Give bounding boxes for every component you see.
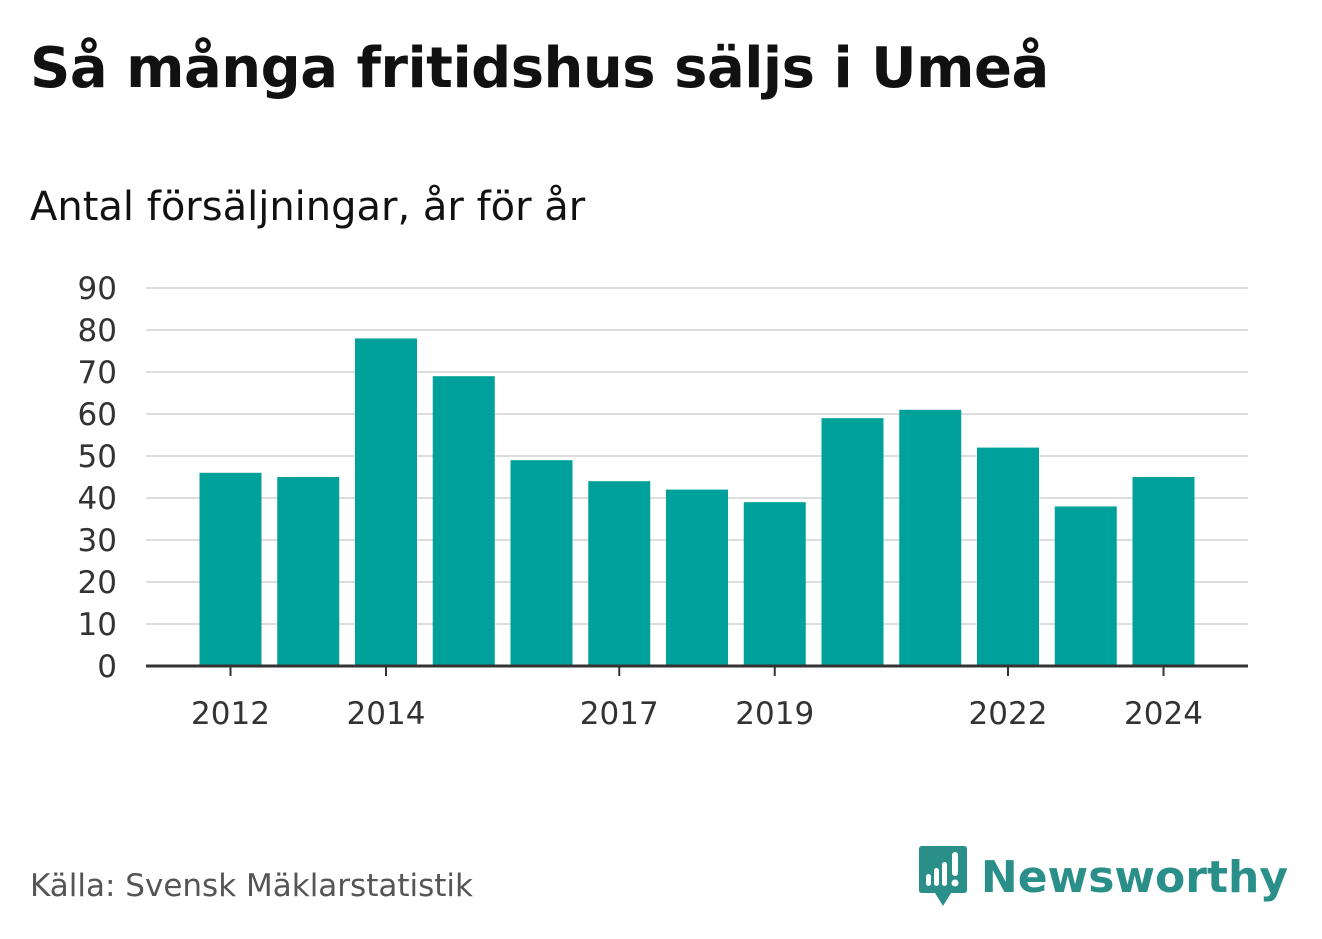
y-tick-label: 90	[78, 271, 117, 307]
x-tick-label: 2014	[347, 696, 426, 732]
y-tick-label: 40	[78, 481, 117, 517]
brand-name: Newsworthy	[980, 851, 1288, 903]
y-tick-label: 60	[78, 397, 117, 433]
y-tick-label: 30	[78, 523, 117, 559]
x-tick-label: 2019	[735, 696, 814, 732]
bar	[588, 481, 651, 666]
x-tick-label: 2024	[1124, 696, 1203, 732]
y-tick-label: 10	[78, 607, 117, 643]
bar	[899, 409, 962, 666]
bar	[510, 460, 573, 666]
chart-subtitle: Antal försäljningar, år för år	[30, 184, 586, 230]
bar	[1054, 506, 1117, 666]
x-tick-label: 2017	[580, 696, 659, 732]
newsworthy-logo-icon	[918, 846, 967, 906]
bar	[977, 447, 1039, 666]
x-tick-label: 2022	[969, 696, 1048, 732]
source-note: Källa: Svensk Mäklarstatistik	[30, 868, 473, 904]
y-tick-label: 70	[78, 355, 117, 391]
bar	[743, 502, 806, 666]
x-tick-label: 2012	[191, 696, 270, 732]
y-tick-label: 50	[78, 439, 117, 475]
bar	[277, 477, 340, 666]
bar	[666, 489, 728, 666]
bar	[199, 472, 262, 666]
chart-title: Så många fritidshus säljs i Umeå	[30, 36, 1049, 101]
y-tick-label: 20	[78, 565, 117, 601]
bar	[821, 418, 884, 666]
bar	[432, 376, 495, 666]
y-tick-label: 0	[97, 649, 117, 685]
bar	[355, 338, 417, 666]
brand-logo: Newsworthy	[918, 846, 1288, 908]
bar	[1132, 477, 1195, 666]
y-tick-label: 80	[78, 313, 117, 349]
